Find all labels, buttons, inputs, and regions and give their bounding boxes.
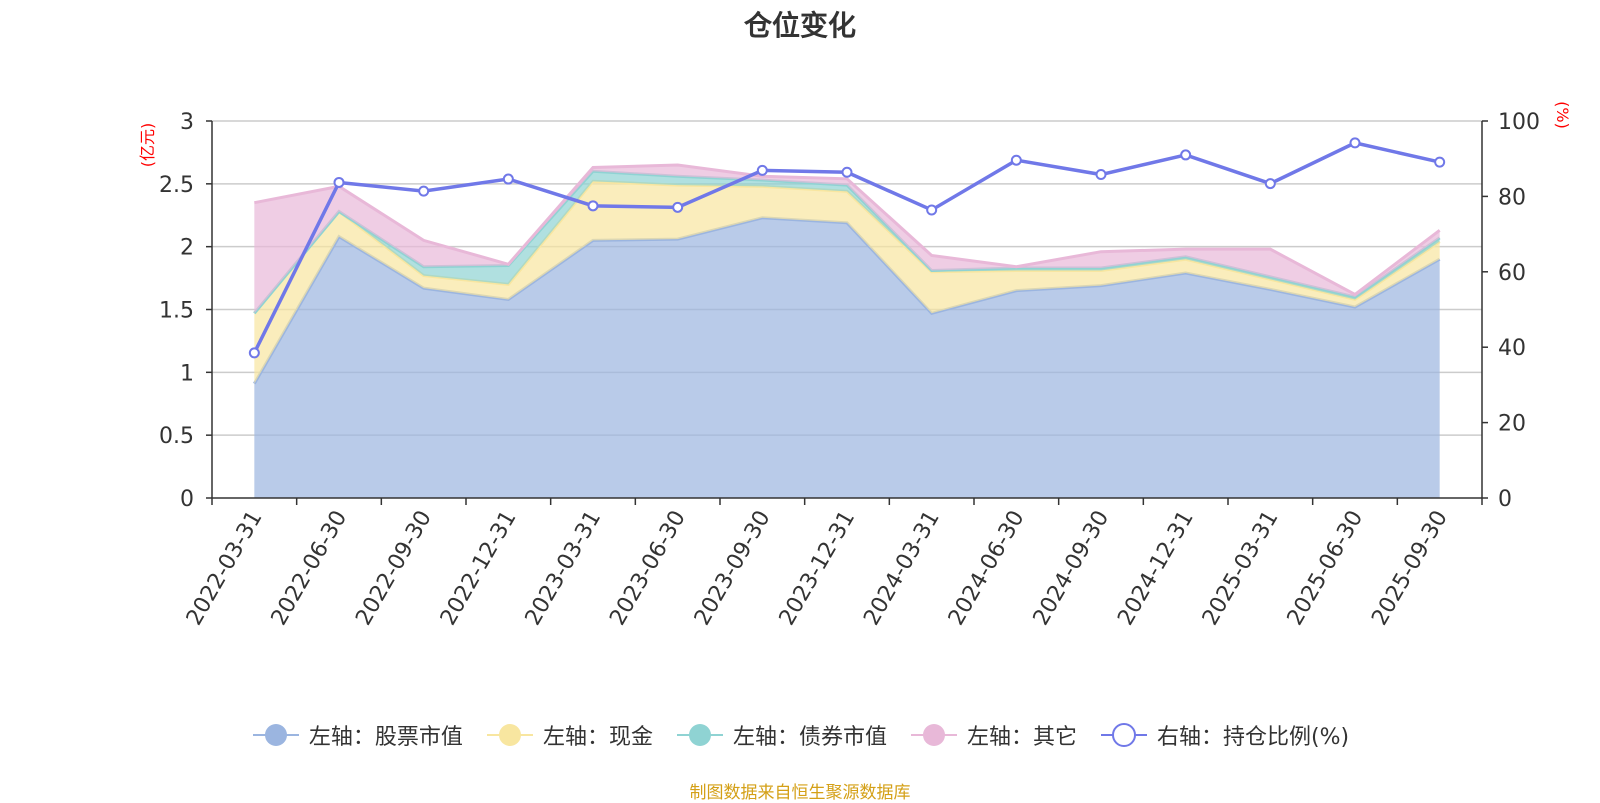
source-note: 制图数据来自恒生聚源数据库 xyxy=(689,783,911,803)
x-tick-label: 2024-03-31 xyxy=(859,507,945,630)
legend-label: 右轴：持仓比例(%) xyxy=(1156,725,1350,750)
right-tick-label: 100 xyxy=(1498,110,1540,135)
legend-label: 左轴：股票市值 xyxy=(308,725,463,750)
left-tick-label: 2 xyxy=(180,236,194,261)
legend-item[interactable]: 左轴：股票市值 xyxy=(251,719,463,751)
ratio-point[interactable] xyxy=(1010,154,1022,166)
legend-swatch-icon xyxy=(252,724,299,746)
ratio-point[interactable] xyxy=(841,166,853,178)
ratio-point[interactable] xyxy=(1180,149,1192,161)
legend-swatch-icon xyxy=(910,724,957,746)
left-axis-unit: (亿元) xyxy=(138,123,157,168)
legend-label: 左轴：债券市值 xyxy=(732,725,887,750)
legend-swatch-icon xyxy=(1100,723,1147,747)
legend: 左轴：股票市值 左轴：现金 左轴：债券市值 左轴：其它 右轴：持仓比例(%) xyxy=(0,715,1600,755)
x-tick-label: 2024-06-30 xyxy=(944,507,1030,630)
ratio-point[interactable] xyxy=(418,185,430,197)
right-tick-label: 60 xyxy=(1498,261,1526,286)
ratio-point[interactable] xyxy=(926,204,938,216)
left-tick-label: 1.5 xyxy=(159,299,194,324)
x-tick-label: 2025-03-31 xyxy=(1198,507,1284,630)
legend-item[interactable]: 右轴：持仓比例(%) xyxy=(1099,719,1349,751)
right-axis-unit: (%) xyxy=(1553,101,1572,129)
left-tick-label: 2.5 xyxy=(159,173,194,198)
ratio-point[interactable] xyxy=(1264,178,1276,190)
x-tick-label: 2023-03-31 xyxy=(521,507,607,630)
ratio-point[interactable] xyxy=(502,173,514,185)
x-tick-label: 2025-09-30 xyxy=(1367,507,1453,630)
left-tick-label: 0.5 xyxy=(159,424,194,449)
legend-item[interactable]: 左轴：现金 xyxy=(485,719,653,751)
x-tick-label: 2022-06-30 xyxy=(267,507,353,630)
ratio-line xyxy=(248,137,1446,359)
legend-swatch-icon xyxy=(676,724,723,746)
ratio-point[interactable] xyxy=(672,201,684,213)
ratio-point[interactable] xyxy=(1349,137,1361,149)
legend-swatch-icon xyxy=(486,724,533,746)
left-tick-label: 3 xyxy=(180,110,194,135)
ratio-point[interactable] xyxy=(587,200,599,212)
right-tick-label: 20 xyxy=(1498,412,1526,437)
right-tick-label: 40 xyxy=(1498,336,1526,361)
x-tick-label: 2022-09-30 xyxy=(351,506,437,629)
area-edge-左轴：其它 xyxy=(254,163,1441,297)
legend-item[interactable]: 左轴：债券市值 xyxy=(675,719,887,751)
legend-item[interactable]: 左轴：其它 xyxy=(909,719,1077,751)
x-tick-label: 2023-12-31 xyxy=(775,507,861,630)
ratio-point[interactable] xyxy=(756,164,768,176)
x-tick-label: 2023-09-30 xyxy=(690,507,776,630)
x-tick-label: 2022-03-31 xyxy=(182,507,268,630)
x-tick-label: 2024-12-31 xyxy=(1113,507,1199,630)
left-tick-label: 0 xyxy=(180,487,194,512)
x-tick-label: 2023-06-30 xyxy=(605,507,691,630)
ratio-point[interactable] xyxy=(1095,169,1107,181)
ratio-point[interactable] xyxy=(333,176,345,188)
x-tick-label: 2022-12-31 xyxy=(436,507,522,630)
legend-label: 左轴：其它 xyxy=(966,725,1077,750)
left-tick-label: 1 xyxy=(180,361,194,386)
right-tick-label: 0 xyxy=(1498,487,1512,512)
area-左轴：股票市值 xyxy=(254,217,1440,498)
legend-label: 左轴：现金 xyxy=(542,725,653,750)
right-tick-label: 80 xyxy=(1498,185,1526,210)
ratio-point[interactable] xyxy=(248,347,260,359)
chart-title: 仓位变化 xyxy=(743,9,856,42)
ratio-point[interactable] xyxy=(1434,156,1446,168)
x-tick-label: 2025-06-30 xyxy=(1283,507,1369,630)
x-tick-label: 2024-09-30 xyxy=(1029,507,1115,630)
area-左轴：现金 xyxy=(254,181,1440,384)
stacked-areas xyxy=(253,163,1441,498)
